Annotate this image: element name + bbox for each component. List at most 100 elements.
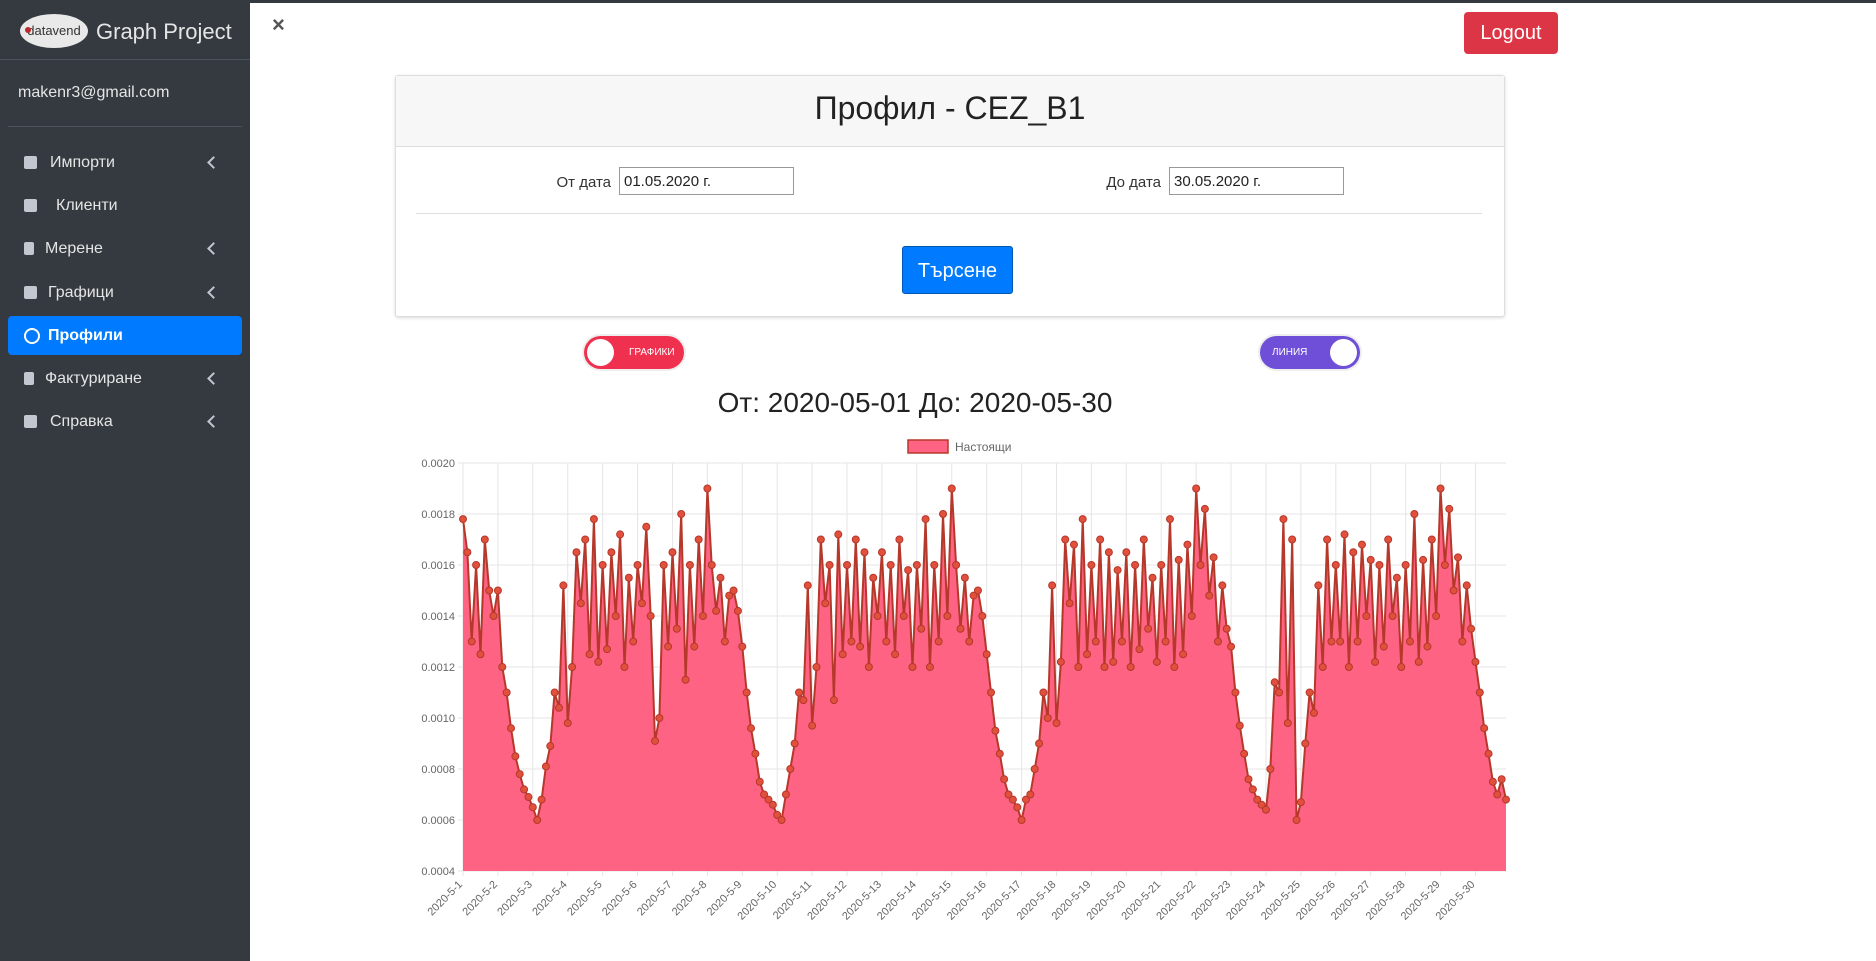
x-tick-label: 2020-5-14 <box>875 879 919 923</box>
card-header <box>396 76 1504 147</box>
top-border <box>250 0 1876 3</box>
x-tick-label: 2020-5-16 <box>945 879 989 923</box>
point <box>803 581 812 590</box>
point <box>1379 642 1388 651</box>
x-tick-label: 2020-5-8 <box>670 879 710 919</box>
point <box>637 599 646 608</box>
point <box>1100 663 1109 671</box>
x-tick-label: 2020-5-30 <box>1434 879 1478 923</box>
point <box>681 675 690 684</box>
menu-label: Мерене <box>45 240 103 257</box>
point <box>533 816 542 824</box>
point <box>1135 645 1144 654</box>
point <box>764 795 773 804</box>
point <box>1248 785 1257 794</box>
x-tick-label: 2020-5-29 <box>1399 879 1443 923</box>
from-input[interactable]: 01.05.2020 г. <box>619 167 794 195</box>
divider <box>416 213 1482 214</box>
menu-item[interactable]: Фактуриране <box>8 359 242 398</box>
point <box>1305 688 1314 697</box>
point <box>1301 739 1310 748</box>
x-tick-label: 2020-5-2 <box>460 879 500 919</box>
user-email[interactable]: makenr3@gmail.com <box>18 84 170 101</box>
point <box>624 573 633 582</box>
brand[interactable]: Graph Project <box>96 19 232 44</box>
point <box>1480 724 1489 733</box>
point <box>847 637 856 646</box>
point <box>1144 624 1153 633</box>
point <box>716 573 725 582</box>
menu-item[interactable]: Импорти <box>8 143 242 182</box>
point <box>738 642 747 651</box>
menu-item[interactable]: Графици <box>8 273 242 312</box>
search-button[interactable]: Търсене <box>902 246 1013 294</box>
point <box>511 752 520 761</box>
x-tick-label: 2020-5-25 <box>1259 879 1303 923</box>
x-tick-label: 2020-5-28 <box>1364 879 1408 923</box>
point <box>1253 795 1262 804</box>
point <box>1179 650 1188 659</box>
point <box>1405 637 1414 646</box>
point <box>733 606 742 615</box>
point <box>1131 561 1140 569</box>
point <box>1445 504 1454 513</box>
toggle[interactable]: ЛИНИЯ <box>1260 336 1360 369</box>
point <box>1174 555 1183 564</box>
point <box>1397 663 1406 671</box>
point <box>1039 688 1048 697</box>
point <box>991 726 1000 735</box>
point <box>917 624 926 633</box>
point <box>768 800 777 809</box>
point <box>1432 612 1441 620</box>
point <box>1266 765 1275 773</box>
legend-label: Настоящи <box>955 440 1011 454</box>
point <box>786 765 795 773</box>
x-tick-label: 2020-5-5 <box>565 879 605 919</box>
point <box>930 561 939 569</box>
point <box>1026 790 1035 799</box>
point <box>1314 581 1323 590</box>
point <box>816 535 825 544</box>
separator <box>8 126 242 127</box>
point <box>864 663 873 671</box>
menu-label: Импорти <box>50 154 115 171</box>
point <box>459 515 467 524</box>
close-button[interactable]: × <box>272 12 285 37</box>
point <box>1222 624 1231 633</box>
point <box>925 663 934 671</box>
point <box>703 484 712 493</box>
point <box>1227 642 1236 651</box>
logout-button[interactable]: Logout <box>1464 12 1558 54</box>
menu-item[interactable]: Мерене <box>8 229 242 268</box>
point <box>585 650 594 659</box>
point <box>1423 642 1432 651</box>
toggle[interactable]: ГРАФИКИ <box>584 336 684 369</box>
x-tick-label: 2020-5-7 <box>635 879 675 919</box>
point <box>904 566 913 575</box>
y-tick-label: 0.0010 <box>421 713 455 725</box>
point <box>1104 548 1113 557</box>
point <box>507 724 516 733</box>
point <box>965 637 974 646</box>
point <box>1292 816 1301 824</box>
point <box>1388 612 1397 620</box>
point <box>493 586 502 595</box>
point <box>677 510 686 518</box>
point <box>1462 581 1471 590</box>
chart-title: От: 2020-05-01 До: 2020-05-30 <box>718 387 1113 418</box>
point <box>1043 714 1052 722</box>
point <box>1493 790 1502 799</box>
point <box>598 561 607 569</box>
point <box>607 548 616 557</box>
menu-item[interactable]: Клиенти <box>8 186 242 225</box>
logo[interactable]: datavend <box>20 14 88 48</box>
to-input[interactable]: 30.05.2020 г. <box>1169 167 1344 195</box>
point <box>1458 637 1467 646</box>
point <box>694 535 703 544</box>
point <box>1410 510 1419 518</box>
point <box>777 816 786 824</box>
menu-item[interactable]: Справка <box>8 402 242 441</box>
menu-item[interactable]: Профили <box>8 316 242 355</box>
point <box>1240 749 1249 758</box>
point <box>1279 515 1288 524</box>
